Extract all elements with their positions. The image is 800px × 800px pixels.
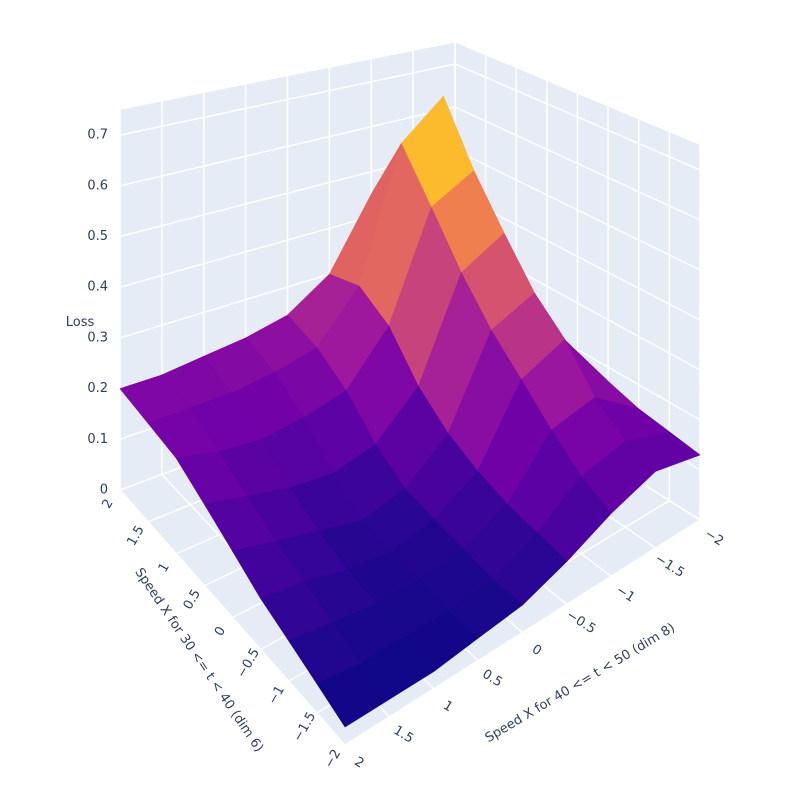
surface-patch — [316, 663, 390, 728]
z-tick-label: 0.2 — [87, 381, 108, 396]
y-tick-label: −0.5 — [234, 646, 263, 681]
x-tick-label: 0.5 — [479, 667, 504, 691]
x-tick-label: −1.5 — [652, 551, 687, 580]
y-tick-label: −1 — [265, 683, 288, 707]
x-tick-label: 0 — [529, 642, 544, 659]
z-grid-line — [119, 106, 456, 187]
x-tick-label: 2 — [352, 754, 367, 771]
z-tick-label: 0.1 — [87, 432, 108, 447]
z-grid-line — [454, 106, 701, 221]
z-tick-label: 0.6 — [87, 178, 108, 193]
x-tick-label: −1 — [613, 583, 637, 606]
y-tick-label: 0 — [212, 624, 229, 639]
y-tick-label: −2 — [322, 747, 345, 771]
y-tick-label: 2 — [99, 497, 116, 512]
z-grid-line — [454, 149, 701, 271]
y-tick-label: 1.5 — [124, 523, 147, 548]
y-tick-label: 0.5 — [181, 587, 204, 612]
x-tick-label: 1 — [440, 698, 455, 715]
z-grid-line — [454, 63, 701, 171]
z-tick-label: 0 — [100, 483, 108, 498]
z-tick-label: 0.7 — [87, 128, 108, 143]
z-tick-label: 0.4 — [87, 280, 108, 295]
y-tick-label: −1.5 — [290, 710, 319, 745]
y-grid-line — [344, 519, 701, 746]
y-tick-label: 1 — [156, 560, 173, 575]
x-tick-label: −0.5 — [564, 608, 599, 637]
z-axis-title: Loss — [66, 315, 95, 330]
z-tick-label: 0.5 — [87, 229, 108, 244]
x-tick-label: 1.5 — [391, 723, 416, 747]
x-tick-label: −2 — [702, 527, 726, 550]
surface — [119, 96, 701, 728]
z-grid-line — [119, 63, 456, 136]
z-grid-line — [454, 192, 701, 321]
z-tick-label: 0.3 — [87, 330, 108, 345]
